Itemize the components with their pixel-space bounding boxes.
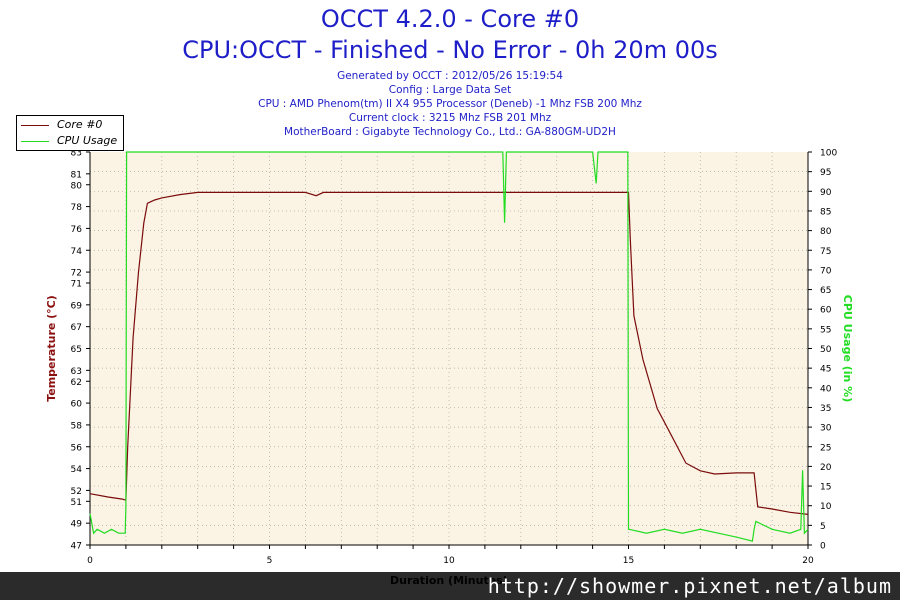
- x-tick-label: 5: [267, 556, 273, 566]
- y-tick-label-right: 45: [820, 365, 831, 375]
- y-tick-label-right: 25: [820, 443, 831, 453]
- y-tick-label-right: 40: [820, 384, 832, 394]
- legend-label-core: Core #0: [57, 118, 103, 131]
- legend-swatch-cpu: [21, 141, 49, 142]
- y-tick-label-left: 71: [71, 280, 82, 290]
- series-core-0-line: [89, 191, 809, 515]
- y-tick-label-right: 80: [820, 227, 832, 237]
- y-tick-label-right: 5: [820, 522, 826, 532]
- y-tick-label-right: 0: [820, 542, 826, 552]
- y-tick-label-left: 83: [71, 149, 82, 159]
- legend-label-cpu: CPU Usage: [57, 134, 118, 147]
- y-tick-label-left: 63: [71, 367, 82, 377]
- y-tick-label-right: 20: [820, 463, 832, 473]
- x-tick-label: 0: [87, 556, 93, 566]
- y-axis-label-left: Temperature (°C): [45, 295, 58, 402]
- x-tick-label: 15: [623, 556, 634, 566]
- y-tick-label-right: 15: [820, 483, 831, 493]
- chart-title: OCCT 4.2.0 - Core #0: [320, 5, 580, 33]
- x-axis-label: Duration (Minutes): [390, 574, 508, 587]
- y-tick-label-left: 52: [71, 487, 82, 497]
- y-tick-label-right: 100: [820, 149, 837, 159]
- y-axis-label-right: CPU Usage (in %): [841, 295, 854, 402]
- info-config: Config : Large Data Set: [388, 84, 512, 96]
- y-tick-label-left: 54: [71, 465, 83, 475]
- x-tick-label: 10: [443, 556, 455, 566]
- info-generated: Generated by OCCT : 2012/05/26 15:19:54: [337, 70, 563, 82]
- y-tick-label-left: 72: [71, 269, 82, 279]
- y-tick-label-right: 70: [820, 266, 832, 276]
- y-tick-label-right: 65: [820, 286, 831, 296]
- y-tick-label-right: 85: [820, 207, 831, 217]
- legend-swatch-core: [21, 125, 49, 126]
- y-tick-label-left: 58: [71, 421, 83, 431]
- y-tick-label-left: 78: [71, 203, 83, 213]
- y-tick-label-left: 47: [71, 542, 82, 552]
- x-tick-label: 20: [802, 556, 814, 566]
- y-tick-label-left: 80: [71, 181, 83, 191]
- y-tick-label-left: 69: [71, 301, 83, 311]
- info-clock: Current clock : 3215 Mhz FSB 201 Mhz: [348, 112, 552, 124]
- legend: Core #0 CPU Usage: [16, 115, 124, 151]
- info-motherboard: MotherBoard : Gigabyte Technology Co., L…: [284, 126, 616, 138]
- y-tick-label-left: 51: [71, 498, 82, 508]
- y-tick-label-right: 30: [820, 424, 832, 434]
- y-tick-label-left: 60: [71, 400, 83, 410]
- y-tick-label-left: 67: [71, 323, 82, 333]
- y-tick-label-right: 35: [820, 404, 831, 414]
- watermark-bar: [0, 572, 900, 600]
- chart-subtitle: CPU:OCCT - Finished - No Error - 0h 20m …: [182, 36, 718, 64]
- y-tick-label-left: 65: [71, 345, 82, 355]
- y-tick-label-left: 74: [71, 247, 83, 257]
- y-tick-label-right: 90: [820, 188, 832, 198]
- y-tick-label-right: 50: [820, 345, 832, 355]
- y-tick-label-right: 75: [820, 247, 831, 257]
- y-tick-label-left: 56: [71, 443, 83, 453]
- y-tick-label-right: 95: [820, 168, 831, 178]
- y-tick-label-left: 49: [71, 520, 83, 530]
- watermark-text: http://showmer.pixnet.net/album: [487, 574, 892, 598]
- y-tick-label-right: 10: [820, 502, 832, 512]
- y-tick-label-right: 60: [820, 306, 832, 316]
- y-tick-label-left: 76: [71, 225, 83, 235]
- y-tick-label-left: 62: [71, 378, 82, 388]
- y-tick-label-right: 55: [820, 325, 831, 335]
- y-tick-label-left: 81: [71, 170, 82, 180]
- info-cpu: CPU : AMD Phenom(tm) II X4 955 Processor…: [258, 98, 642, 110]
- series-cpu-usage-line: [89, 151, 809, 542]
